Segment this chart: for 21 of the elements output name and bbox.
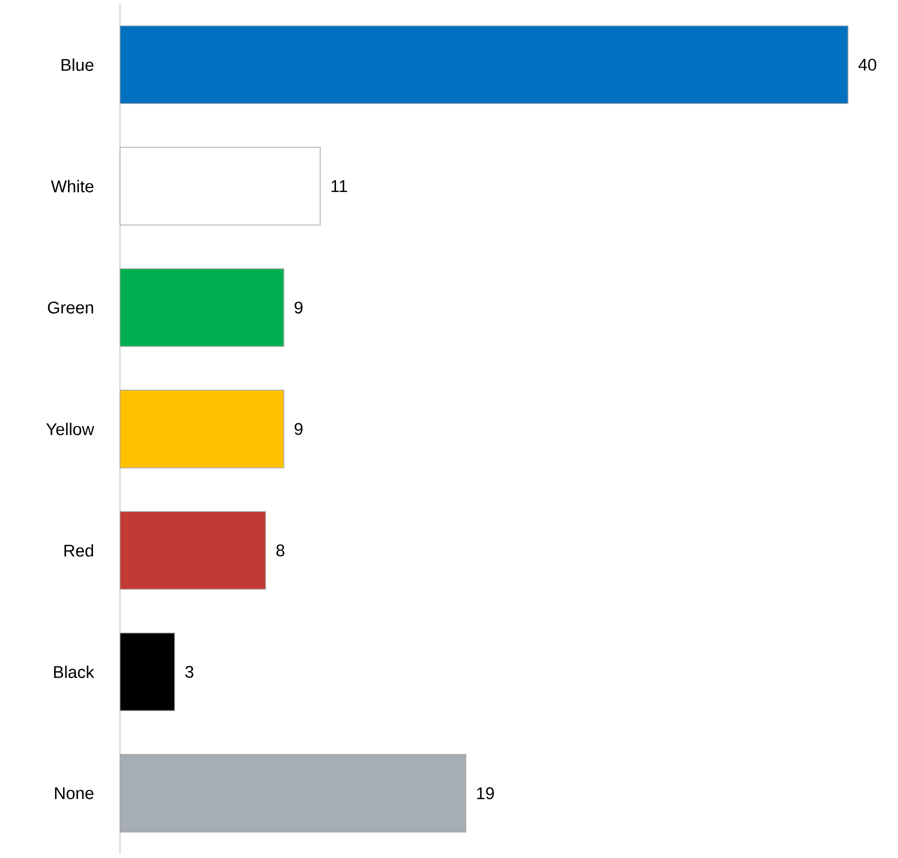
data-label: 9 [294,423,302,435]
data-label: 11 [332,180,348,192]
y-tick-label: Yellow [46,422,94,436]
bar [120,25,848,104]
bar [120,754,466,833]
bar [120,390,284,468]
y-tick-label: White [50,180,94,192]
bar [120,511,266,590]
data-label: 9 [294,302,302,314]
y-tick-label: Green [48,302,94,314]
y-tick-label: Red [64,544,94,557]
y-tick-label: Black [54,666,94,678]
y-tick-label: None [55,787,94,800]
bar [120,268,284,347]
data-label: 40 [858,58,876,71]
bar [120,146,321,226]
y-tick-label: Blue [62,58,94,71]
data-label: 8 [276,544,284,556]
data-label: 19 [477,787,494,800]
data-label: 3 [185,666,194,678]
bar [120,632,176,712]
